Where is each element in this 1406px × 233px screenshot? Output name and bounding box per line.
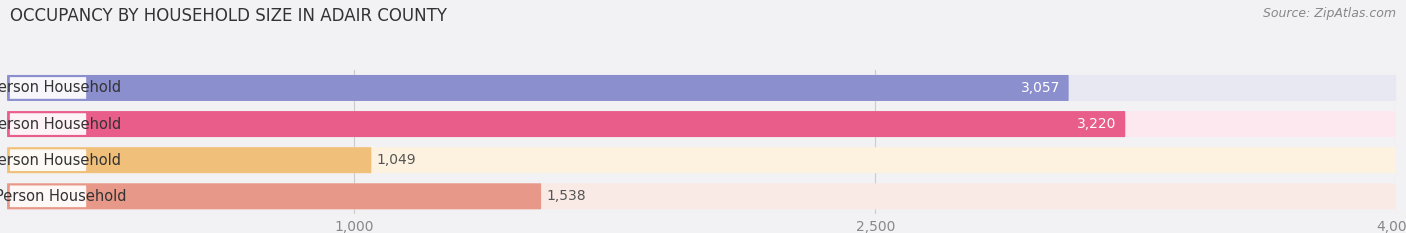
Text: 3-Person Household: 3-Person Household xyxy=(0,153,121,168)
Text: 1-Person Household: 1-Person Household xyxy=(0,80,121,96)
Text: OCCUPANCY BY HOUSEHOLD SIZE IN ADAIR COUNTY: OCCUPANCY BY HOUSEHOLD SIZE IN ADAIR COU… xyxy=(10,7,447,25)
Text: Source: ZipAtlas.com: Source: ZipAtlas.com xyxy=(1263,7,1396,20)
FancyBboxPatch shape xyxy=(10,113,86,135)
Text: 3,057: 3,057 xyxy=(1021,81,1060,95)
FancyBboxPatch shape xyxy=(7,183,541,209)
FancyBboxPatch shape xyxy=(7,75,1069,101)
Text: 1,049: 1,049 xyxy=(377,153,416,167)
FancyBboxPatch shape xyxy=(7,147,371,173)
Text: 2-Person Household: 2-Person Household xyxy=(0,116,121,132)
Text: 4+ Person Household: 4+ Person Household xyxy=(0,189,127,204)
FancyBboxPatch shape xyxy=(10,149,86,171)
FancyBboxPatch shape xyxy=(10,77,86,99)
FancyBboxPatch shape xyxy=(7,147,1396,173)
Text: 3,220: 3,220 xyxy=(1077,117,1116,131)
FancyBboxPatch shape xyxy=(10,185,86,207)
FancyBboxPatch shape xyxy=(7,111,1396,137)
FancyBboxPatch shape xyxy=(7,75,1396,101)
FancyBboxPatch shape xyxy=(7,111,1125,137)
FancyBboxPatch shape xyxy=(7,183,1396,209)
Text: 1,538: 1,538 xyxy=(547,189,586,203)
